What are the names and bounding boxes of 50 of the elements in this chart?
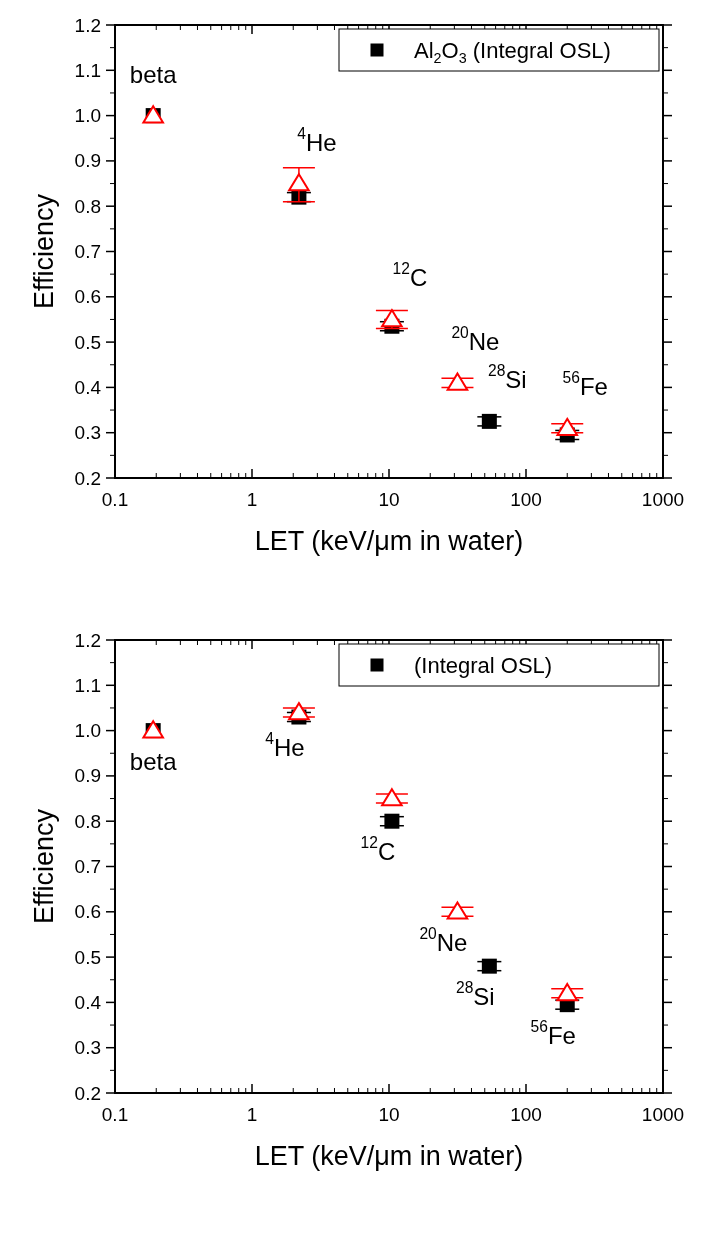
legend-label: (Integral OSL) xyxy=(414,652,553,678)
annotation: $^{4}$He xyxy=(265,730,305,761)
annotation: $^{28}$Si xyxy=(455,979,495,1010)
y-tick-label: 0.5 xyxy=(74,331,101,353)
y-tick-label: 1.2 xyxy=(74,14,101,36)
x-tick-label: 100 xyxy=(510,489,542,510)
annotation: $^{28}$Si xyxy=(487,362,527,393)
annotation: $^{20}$Ne xyxy=(451,323,500,355)
y-tick-label: 0.9 xyxy=(74,765,101,787)
annotation: $^{4}$He xyxy=(297,124,337,156)
y-tick-label: 0.7 xyxy=(74,241,101,262)
y-tick-label: 1.0 xyxy=(74,720,101,742)
y-tick-label: 1.1 xyxy=(74,59,101,81)
x-tick-label: 1000 xyxy=(641,1104,685,1125)
annotation: $^{20}$Ne xyxy=(419,924,468,956)
x-tick-label: 1 xyxy=(246,489,258,510)
x-tick-label: 0.1 xyxy=(101,489,129,510)
y-tick-label: 0.9 xyxy=(74,150,101,172)
y-tick-label: 0.5 xyxy=(74,946,101,968)
y-tick-label: 1.0 xyxy=(74,105,101,127)
y-axis-title: Efficiency xyxy=(29,808,59,925)
x-axis-title: LET (keV/μm in water) xyxy=(254,526,524,556)
x-axis-title: LET (keV/μm in water) xyxy=(254,1141,524,1171)
y-tick-label: 0.8 xyxy=(74,810,101,832)
x-tick-label: 10 xyxy=(378,1104,400,1125)
y-tick-label: 0.6 xyxy=(74,901,101,923)
y-tick-label: 0.6 xyxy=(74,286,101,308)
legend-label: Al$_{2}$O$_{3}$ (Integral OSL) xyxy=(414,37,611,66)
y-axis-title: Efficiency xyxy=(29,193,59,310)
y-tick-label: 0.2 xyxy=(74,467,101,489)
y-tick-label: 0.3 xyxy=(74,1037,101,1059)
annotation: beta xyxy=(129,60,178,88)
y-tick-label: 1.2 xyxy=(74,629,101,651)
annotation: $^{12}$C xyxy=(360,834,396,865)
annotation: $^{56}$Fe xyxy=(530,1017,576,1049)
y-tick-label: 1.1 xyxy=(74,674,101,696)
y-tick-label: 0.4 xyxy=(74,376,102,398)
annotation: beta xyxy=(129,747,178,775)
annotation: $^{56}$Fe xyxy=(562,369,608,400)
x-tick-label: 10 xyxy=(378,489,400,510)
x-tick-label: 1000 xyxy=(641,489,685,510)
y-tick-label: 0.2 xyxy=(74,1082,101,1104)
y-tick-label: 0.7 xyxy=(74,856,101,877)
y-tick-label: 0.8 xyxy=(74,195,101,217)
annotation: $^{12}$C xyxy=(392,260,428,291)
x-tick-label: 100 xyxy=(510,1104,542,1125)
y-tick-label: 0.4 xyxy=(74,991,102,1013)
x-tick-label: 1 xyxy=(246,1104,258,1125)
y-tick-label: 0.3 xyxy=(74,422,101,444)
x-tick-label: 0.1 xyxy=(101,1104,129,1125)
